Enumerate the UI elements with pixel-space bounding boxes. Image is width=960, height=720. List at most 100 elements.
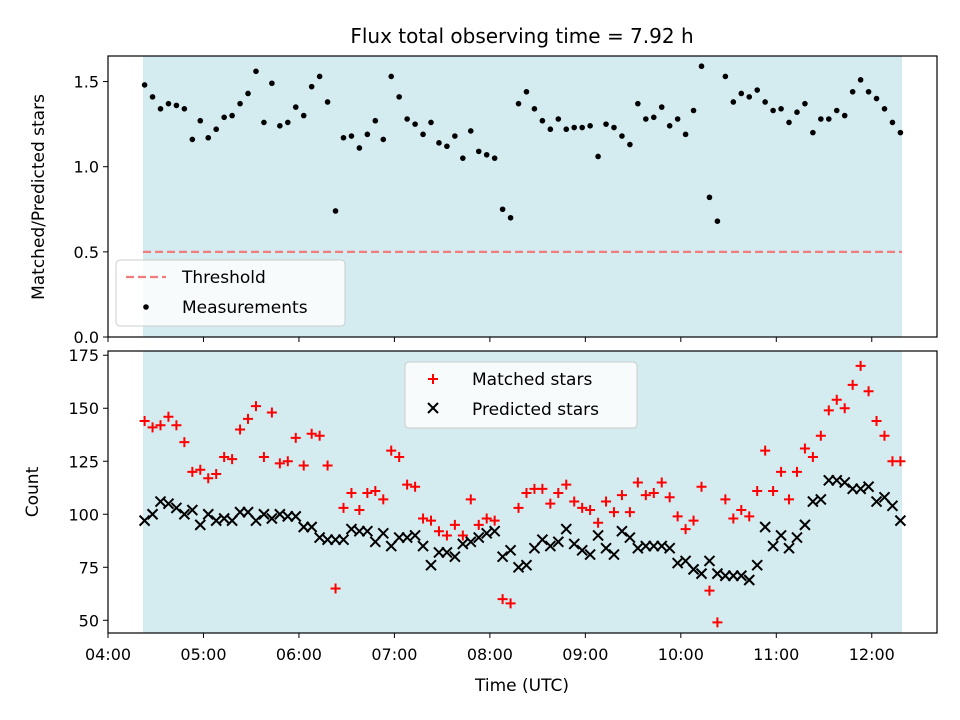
legend-measurements-label: Measurements — [182, 298, 308, 318]
matched-star-point — [569, 496, 580, 507]
predicted-star-point — [759, 521, 771, 533]
ratio-x-ticks — [107, 337, 873, 342]
measurement-point — [308, 83, 315, 90]
predicted-star-point — [870, 495, 883, 508]
matched-star-point — [712, 617, 723, 628]
matched-star-point — [250, 401, 261, 412]
matched-star-point — [354, 505, 365, 516]
ratio-legend-box — [115, 259, 346, 327]
measurement-point — [460, 155, 466, 161]
count-legend-box — [404, 361, 638, 429]
matched-star-point — [768, 485, 779, 496]
matched-star-point — [370, 485, 381, 496]
predicted-star-point — [807, 495, 819, 508]
measurement-point — [292, 104, 299, 110]
predicted-star-point — [441, 546, 453, 559]
measurement-point — [682, 131, 689, 138]
legend-matched-label: Matched stars — [472, 370, 592, 390]
measurement-point — [173, 102, 180, 109]
predicted-star-point — [290, 510, 302, 523]
measurement-point — [547, 126, 554, 133]
measurement-point — [324, 99, 331, 105]
matched-star-point — [601, 496, 612, 507]
matched-star-point — [235, 424, 246, 435]
measurement-point — [650, 114, 657, 121]
predicted-star-point — [401, 531, 413, 544]
measurement-point — [348, 133, 355, 139]
count-y-tick-label: 100 — [68, 505, 99, 524]
matched-star-point — [696, 481, 707, 492]
matched-star-point — [441, 530, 452, 541]
predicted-star-point — [210, 514, 222, 527]
measurement-point — [229, 112, 235, 119]
ratio-panel: 0.0 0.5 1.0 1.5 Matched/Predicted stars Thr… — [29, 55, 938, 347]
count-x-tick-label: 05:00 — [180, 645, 226, 664]
matched-star-point — [155, 420, 166, 431]
predicted-star-point — [536, 533, 549, 546]
measurement-point — [396, 94, 402, 100]
predicted-star-point — [154, 495, 167, 508]
predicted-star-point — [465, 536, 477, 548]
matched-star-point — [680, 524, 691, 535]
predicted-star-point — [854, 483, 867, 495]
matched-star-point — [744, 511, 755, 522]
predicted-star-point — [894, 514, 907, 527]
matched-star-point — [418, 513, 429, 524]
matched-star-point — [282, 456, 293, 467]
matched-star-point — [473, 519, 484, 530]
measurement-point — [197, 117, 204, 124]
measurement-point — [666, 123, 673, 129]
measurement-point — [452, 133, 458, 139]
predicted-star-point — [632, 542, 644, 554]
matched-star-point — [760, 445, 771, 456]
count-panel-frame — [107, 350, 938, 634]
predicted-star-point — [480, 527, 493, 540]
predicted-star-point — [266, 512, 278, 525]
measurement-point — [149, 94, 156, 100]
predicted-star-point — [783, 542, 795, 554]
matched-star-point — [258, 452, 269, 463]
matched-star-point — [871, 415, 882, 426]
ratio-panel-frame — [107, 55, 938, 338]
count-x-tick-label: 11:00 — [753, 645, 799, 664]
measurement-point — [738, 90, 745, 97]
predicted-star-point — [178, 508, 191, 520]
matched-star-point — [433, 526, 444, 537]
matched-star-point — [314, 430, 325, 441]
measurement-point — [300, 112, 307, 119]
measurement-point — [483, 151, 490, 158]
count-x-tick-label: 10:00 — [658, 645, 704, 664]
predicted-star-point — [488, 525, 501, 537]
predicted-star-point — [592, 529, 604, 542]
predicted-star-point — [560, 523, 572, 535]
predicted-star-point — [520, 559, 533, 571]
predicted-star-point — [703, 555, 716, 567]
matched-star-point — [402, 479, 413, 490]
ratio-y-tick-label: 0.0 — [74, 328, 99, 347]
matched-star-point — [394, 452, 405, 463]
predicted-star-point — [194, 519, 206, 531]
measurement-point — [754, 87, 760, 93]
count-x-tick-label: 07:00 — [371, 645, 417, 664]
predicted-star-point — [313, 531, 326, 544]
measurement-point — [865, 88, 872, 95]
matched-star-point — [362, 488, 373, 499]
measurement-point — [826, 116, 832, 122]
count-y-tick-label: 175 — [68, 346, 99, 365]
predicted-star-point — [656, 540, 668, 552]
predicted-star-point — [377, 527, 389, 540]
measurement-point — [277, 123, 283, 129]
measurement-point — [881, 105, 888, 112]
predicted-star-point — [417, 540, 429, 552]
matched-star-point — [266, 407, 277, 418]
measurement-point — [285, 119, 291, 126]
ratio-y-tick-label: 1.0 — [74, 158, 99, 177]
predicted-star-point — [735, 570, 747, 582]
measurement-point — [388, 73, 395, 80]
count-y-tick-label: 50 — [79, 611, 99, 630]
predicted-star-point — [584, 548, 596, 561]
measurement-point — [428, 119, 434, 126]
predicted-star-point — [791, 531, 803, 544]
measurement-point — [658, 104, 665, 110]
